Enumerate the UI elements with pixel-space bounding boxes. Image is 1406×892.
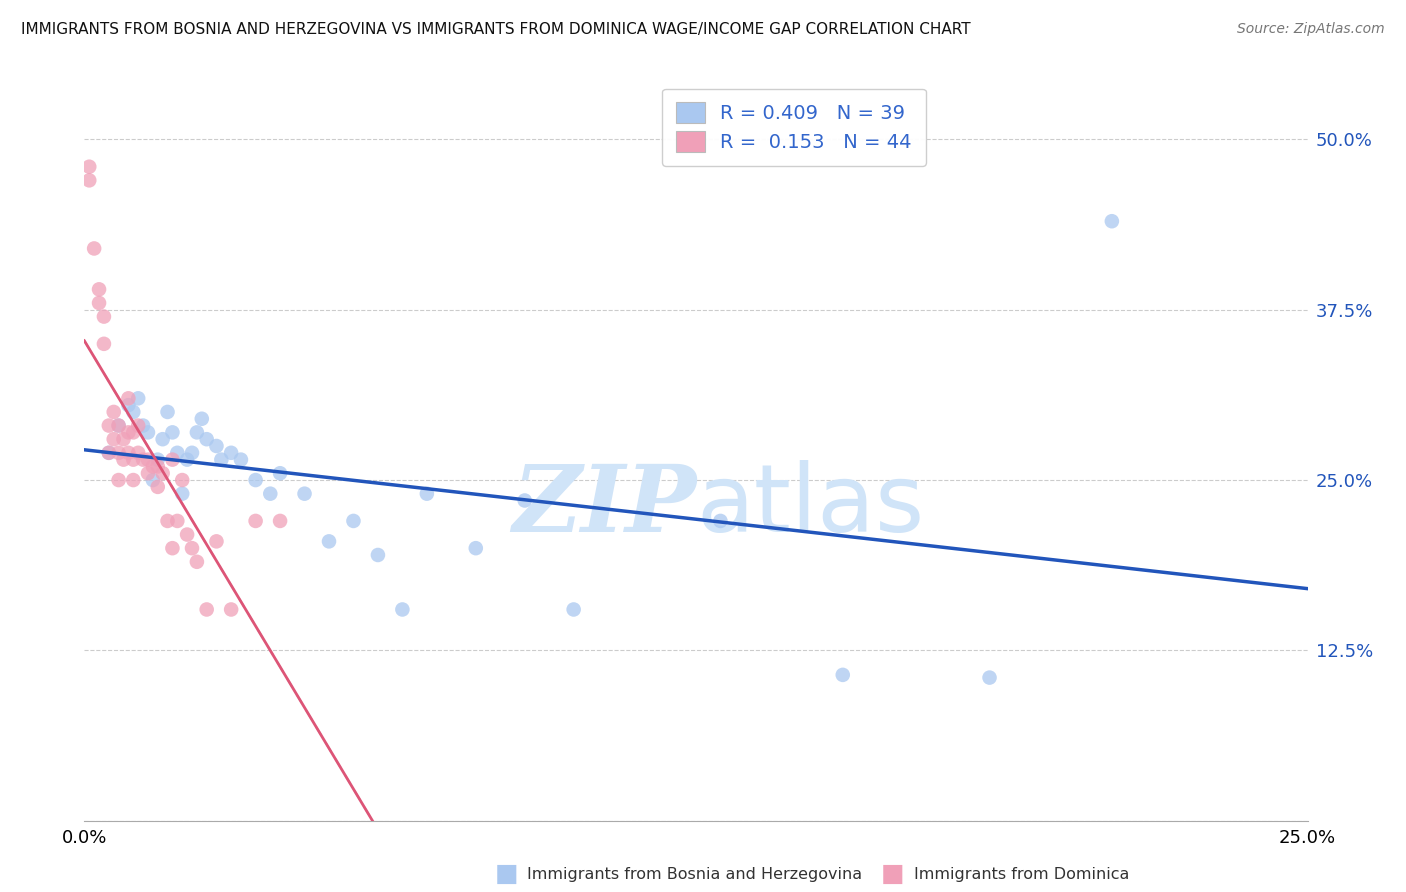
Point — [195, 432, 218, 446]
Text: ■: ■ — [495, 863, 517, 886]
Point — [77, 173, 100, 187]
Point — [117, 446, 139, 460]
Point — [122, 405, 145, 419]
Point — [107, 473, 129, 487]
Point — [709, 514, 731, 528]
Point — [831, 668, 853, 682]
Point — [142, 459, 165, 474]
Point — [122, 452, 145, 467]
Point — [97, 446, 120, 460]
Legend: R = 0.409   N = 39, R =  0.153   N = 44: R = 0.409 N = 39, R = 0.153 N = 44 — [662, 88, 925, 166]
Point — [229, 452, 252, 467]
Point — [219, 602, 242, 616]
Text: Immigrants from Dominica: Immigrants from Dominica — [914, 867, 1129, 881]
Point — [513, 493, 536, 508]
Point — [245, 473, 267, 487]
Point — [162, 541, 184, 556]
Point — [318, 534, 340, 549]
Point — [87, 282, 110, 296]
Point — [97, 446, 120, 460]
Text: atlas: atlas — [696, 460, 924, 552]
Point — [166, 446, 188, 460]
Point — [132, 452, 155, 467]
Point — [93, 310, 115, 324]
Point — [195, 602, 218, 616]
Point — [162, 452, 184, 467]
Point — [107, 418, 129, 433]
Point — [166, 514, 188, 528]
Text: IMMIGRANTS FROM BOSNIA AND HERZEGOVINA VS IMMIGRANTS FROM DOMINICA WAGE/INCOME G: IMMIGRANTS FROM BOSNIA AND HERZEGOVINA V… — [21, 22, 970, 37]
Text: ZIP: ZIP — [512, 461, 696, 551]
Point — [181, 541, 204, 556]
Point — [186, 425, 208, 440]
Text: ■: ■ — [882, 863, 904, 886]
Point — [464, 541, 486, 556]
Point — [181, 446, 204, 460]
Point — [562, 602, 585, 616]
Point — [87, 296, 110, 310]
Point — [122, 473, 145, 487]
Point — [205, 439, 228, 453]
Point — [367, 548, 389, 562]
Point — [186, 555, 208, 569]
Point — [117, 425, 139, 440]
Point — [122, 425, 145, 440]
Point — [294, 486, 316, 500]
Point — [127, 418, 149, 433]
Point — [83, 242, 105, 256]
Point — [146, 452, 169, 467]
Point — [172, 473, 194, 487]
Point — [176, 527, 198, 541]
Point — [342, 514, 364, 528]
Point — [176, 452, 198, 467]
Point — [136, 425, 159, 440]
Point — [112, 432, 135, 446]
Text: Source: ZipAtlas.com: Source: ZipAtlas.com — [1237, 22, 1385, 37]
Point — [259, 486, 281, 500]
Point — [416, 486, 439, 500]
Point — [136, 467, 159, 481]
Point — [156, 514, 179, 528]
Point — [245, 514, 267, 528]
Point — [93, 336, 115, 351]
Point — [146, 459, 169, 474]
Point — [219, 446, 242, 460]
Point — [142, 473, 165, 487]
Point — [269, 467, 291, 481]
Point — [127, 446, 149, 460]
Point — [117, 392, 139, 406]
Point — [152, 467, 174, 481]
Point — [112, 452, 135, 467]
Point — [205, 534, 228, 549]
Point — [152, 432, 174, 446]
Point — [1101, 214, 1123, 228]
Point — [146, 480, 169, 494]
Point — [117, 398, 139, 412]
Point — [979, 671, 1001, 685]
Point — [136, 452, 159, 467]
Point — [162, 425, 184, 440]
Point — [191, 411, 214, 425]
Point — [107, 418, 129, 433]
Text: Immigrants from Bosnia and Herzegovina: Immigrants from Bosnia and Herzegovina — [527, 867, 862, 881]
Point — [127, 392, 149, 406]
Point — [269, 514, 291, 528]
Point — [132, 418, 155, 433]
Point — [107, 446, 129, 460]
Point — [209, 452, 232, 467]
Point — [77, 160, 100, 174]
Point — [172, 486, 194, 500]
Point — [103, 432, 125, 446]
Point — [156, 405, 179, 419]
Point — [97, 418, 120, 433]
Point — [103, 405, 125, 419]
Point — [391, 602, 413, 616]
